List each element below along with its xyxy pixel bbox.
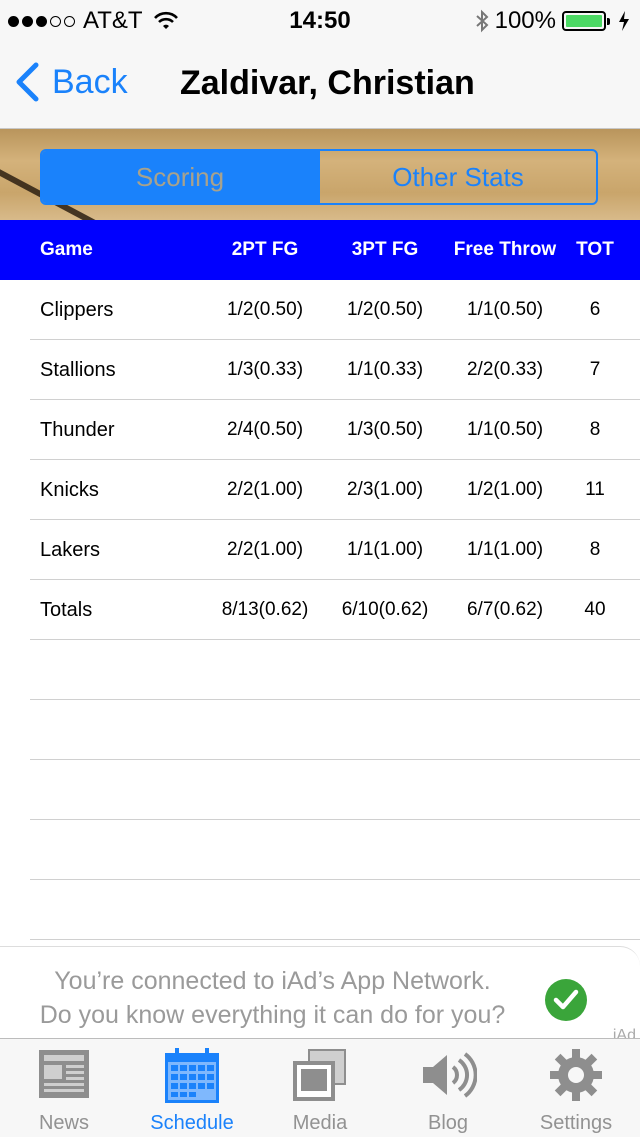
- cell-3pt-fg: 1/2(0.50): [346, 299, 424, 320]
- header-2pt-fg: 2PT FG: [231, 239, 299, 260]
- table-row[interactable]: Thunder 2/4(0.50) 1/3(0.50) 1/1(0.50) 8: [0, 400, 640, 460]
- tab-bar: News Schedule: [0, 1038, 640, 1137]
- cell-free-throw: 2/2(0.33): [466, 359, 544, 380]
- battery-icon: [562, 11, 610, 31]
- wifi-icon: [153, 11, 178, 29]
- table-row[interactable]: Stallions 1/3(0.33) 1/1(0.33) 2/2(0.33) …: [0, 340, 640, 400]
- empty-row: [0, 880, 640, 940]
- header-3pt-fg: 3PT FG: [351, 239, 419, 260]
- cell-free-throw: 1/1(0.50): [466, 419, 544, 440]
- tab-blog[interactable]: Blog: [384, 1039, 512, 1137]
- cell-2pt-fg: 2/4(0.50): [226, 419, 304, 440]
- back-label: Back: [52, 62, 128, 101]
- cell-free-throw: 6/7(0.62): [466, 599, 544, 620]
- back-button[interactable]: Back: [14, 62, 128, 102]
- stats-table-header: Game 2PT FG 3PT FG Free Throw TOT: [0, 220, 640, 280]
- header-total: TOT: [576, 239, 614, 260]
- signal-strength-icon: [8, 15, 75, 27]
- navigation-bar: Back Zaldivar, Christian: [0, 40, 640, 129]
- newspaper-icon: [39, 1050, 89, 1098]
- tab-news[interactable]: News: [0, 1039, 128, 1137]
- empty-row: [0, 640, 640, 700]
- status-time: 14:50: [289, 7, 351, 34]
- cell-game: Stallions: [40, 358, 116, 381]
- tab-label: Settings: [539, 1112, 613, 1134]
- status-left: AT&T: [8, 7, 179, 35]
- status-bar: AT&T 14:50 100%: [0, 0, 640, 40]
- table-row[interactable]: Knicks 2/2(1.00) 2/3(1.00) 1/2(1.00) 11: [0, 460, 640, 520]
- cell-2pt-fg: 2/2(1.00): [226, 479, 304, 500]
- table-row[interactable]: Lakers 2/2(1.00) 1/1(1.00) 1/1(1.00) 8: [0, 520, 640, 580]
- cell-game: Lakers: [40, 538, 101, 561]
- empty-row: [0, 820, 640, 880]
- media-icon: [293, 1049, 346, 1101]
- tab-label: News: [38, 1112, 89, 1134]
- chevron-left-icon: [16, 62, 39, 102]
- tab-settings[interactable]: Settings: [512, 1039, 640, 1137]
- charging-icon: [619, 11, 629, 31]
- header-free-throw: Free Throw: [453, 239, 557, 260]
- cell-free-throw: 1/1(1.00): [466, 539, 544, 560]
- cell-total: 8: [589, 419, 601, 440]
- cell-3pt-fg: 6/10(0.62): [341, 599, 429, 620]
- checkmark-icon: [545, 979, 587, 1021]
- tab-label: Media: [292, 1112, 348, 1134]
- cell-total: 11: [585, 479, 605, 500]
- cell-2pt-fg: 1/3(0.33): [226, 359, 304, 380]
- iad-logo: iAd: [612, 1027, 636, 1039]
- carrier-name: AT&T: [83, 7, 143, 34]
- header-game: Game: [40, 239, 93, 260]
- speaker-icon: [423, 1052, 477, 1098]
- tab-label: Blog: [427, 1112, 469, 1134]
- cell-2pt-fg: 1/2(0.50): [226, 299, 304, 320]
- cell-game: Knicks: [40, 478, 99, 501]
- table-row-totals[interactable]: Totals 8/13(0.62) 6/10(0.62) 6/7(0.62) 4…: [0, 580, 640, 640]
- cell-free-throw: 1/2(1.00): [466, 479, 544, 500]
- segment-other-stats[interactable]: Other Stats: [318, 151, 596, 203]
- calendar-icon: [165, 1048, 219, 1103]
- cell-total: 40: [584, 599, 606, 620]
- tab-media[interactable]: Media: [256, 1039, 384, 1137]
- battery-percent: 100%: [494, 7, 556, 34]
- tab-label: Schedule: [150, 1112, 234, 1134]
- empty-row: [0, 760, 640, 820]
- stats-segmented-control: Scoring Other Stats: [40, 149, 598, 205]
- cell-3pt-fg: 1/1(0.33): [346, 359, 424, 380]
- cell-total: 6: [589, 299, 601, 320]
- tab-schedule[interactable]: Schedule: [128, 1039, 256, 1137]
- empty-row: [0, 700, 640, 760]
- cell-total: 7: [589, 359, 601, 380]
- ad-line-1: You’re connected to iAd’s App Network.: [54, 967, 491, 995]
- cell-game: Totals: [40, 598, 93, 621]
- table-row[interactable]: Clippers 1/2(0.50) 1/2(0.50) 1/1(0.50) 6: [0, 280, 640, 340]
- cell-free-throw: 1/1(0.50): [466, 299, 544, 320]
- gear-icon: [550, 1049, 602, 1101]
- cell-3pt-fg: 1/1(1.00): [346, 539, 424, 560]
- cell-game: Thunder: [40, 418, 115, 441]
- cell-game: Clippers: [40, 298, 114, 321]
- cell-3pt-fg: 1/3(0.50): [346, 419, 424, 440]
- page-title: Zaldivar, Christian: [180, 64, 475, 102]
- status-right: 100%: [475, 7, 630, 35]
- cell-2pt-fg: 8/13(0.62): [221, 599, 309, 620]
- iad-banner[interactable]: You’re connected to iAd’s App Network. D…: [0, 946, 640, 1039]
- ad-line-2: Do you know everything it can do for you…: [39, 1001, 506, 1029]
- segment-scoring[interactable]: Scoring: [42, 151, 318, 203]
- bluetooth-icon: [475, 9, 489, 33]
- cell-3pt-fg: 2/3(1.00): [346, 479, 424, 500]
- cell-2pt-fg: 2/2(1.00): [226, 539, 304, 560]
- court-banner: Scoring Other Stats: [0, 129, 640, 220]
- cell-total: 8: [589, 539, 601, 560]
